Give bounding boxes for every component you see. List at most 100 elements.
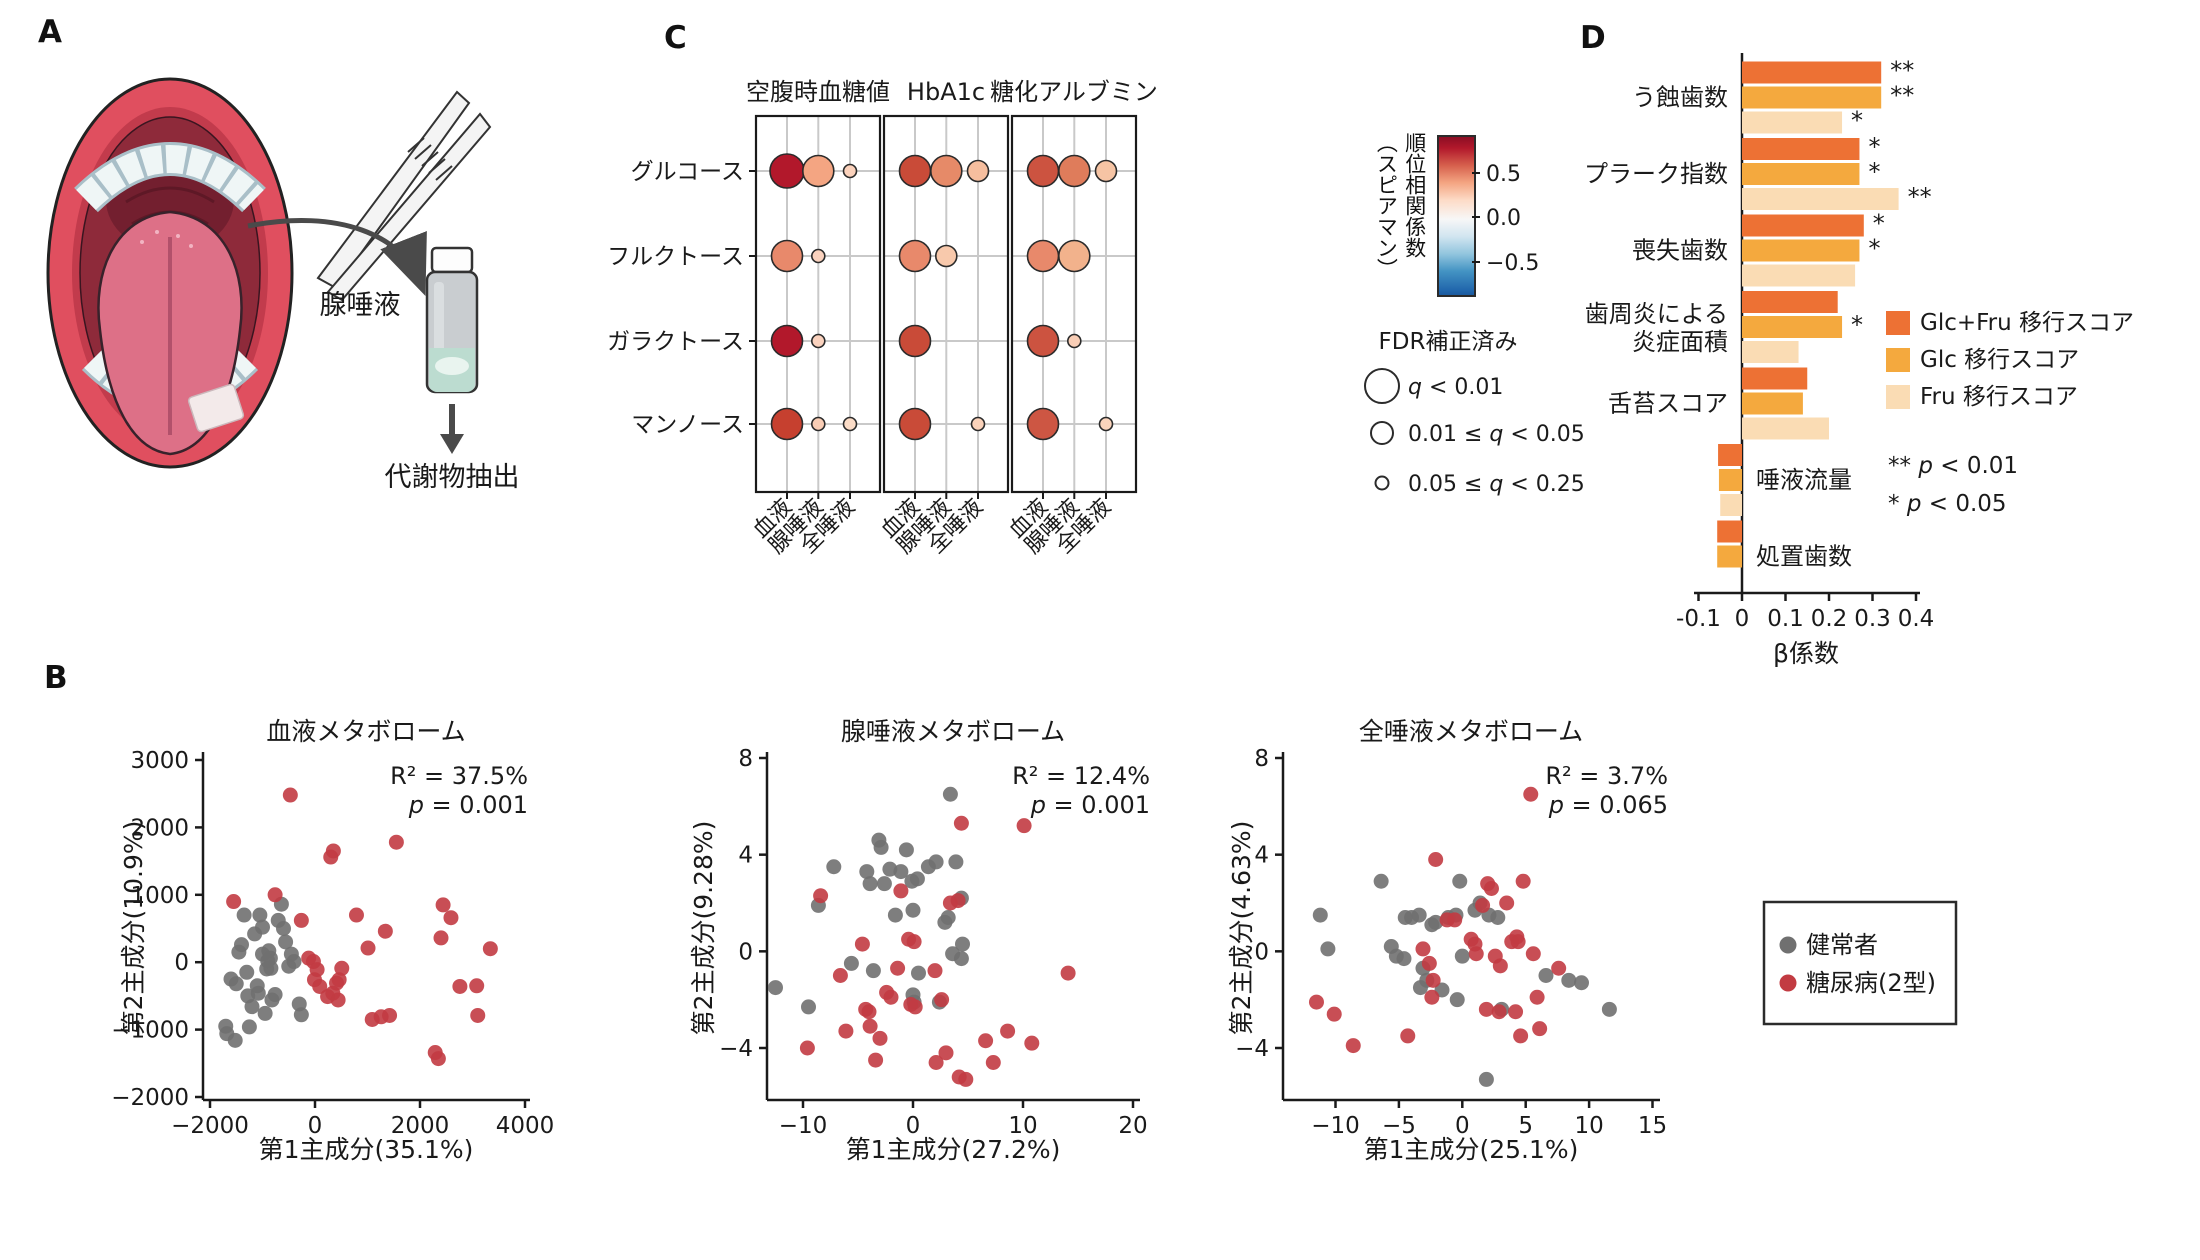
tweezers-icon xyxy=(316,90,492,302)
scatter-point xyxy=(854,936,870,952)
scatter-y-tick-label: 0 xyxy=(1254,939,1269,965)
panel-a-label: A xyxy=(38,14,62,50)
scatter-point xyxy=(1515,873,1531,889)
extraction-arrow-icon xyxy=(440,404,464,454)
dotplot-row-label: グルコース xyxy=(631,159,744,185)
scatter-point xyxy=(1475,897,1491,913)
scatter-point xyxy=(1478,1071,1494,1087)
scatter-point xyxy=(905,902,921,918)
scatter-point xyxy=(1016,818,1032,834)
scatter-point xyxy=(1000,1023,1016,1039)
correlation-dot xyxy=(929,154,963,188)
cotton-swab xyxy=(187,383,245,433)
bar-x-tick-label: -0.1 xyxy=(1676,606,1721,632)
scatter-point xyxy=(226,894,242,910)
collection-arrow xyxy=(247,217,427,296)
correlation-dot xyxy=(1067,333,1082,349)
scatter-y-axis-title: 第2主成分(10.9%) xyxy=(119,821,148,1036)
fdr-legend-label: 0.05 ≤ q < 0.25 xyxy=(1408,472,1585,497)
scatter-x-tick-label: −2000 xyxy=(171,1113,249,1139)
dotplot-column-title: 空腹時血糖値 xyxy=(746,78,890,106)
scatter-point xyxy=(244,999,260,1015)
scatter-point xyxy=(1508,1004,1524,1020)
scatter-point xyxy=(234,937,249,953)
scatter-point xyxy=(443,910,459,926)
scatter-point xyxy=(948,854,964,870)
bar xyxy=(1742,367,1808,390)
scatter-point xyxy=(1320,941,1336,957)
scatter-point xyxy=(293,1007,309,1023)
scatter-point xyxy=(388,834,404,850)
upper-teeth xyxy=(74,142,266,213)
fdr-legend-label: 0.01 ≤ q < 0.05 xyxy=(1408,422,1585,447)
bar xyxy=(1718,469,1742,491)
scatter-point xyxy=(1454,948,1470,964)
bar-x-tick-label: 0 xyxy=(1735,606,1750,632)
scatter-point xyxy=(1308,994,1324,1010)
scatter-point xyxy=(1060,965,1076,981)
scatter-point xyxy=(1525,946,1541,962)
significance-stars: * xyxy=(1873,210,1885,238)
bar xyxy=(1742,341,1799,363)
scatter-point xyxy=(1513,1028,1529,1044)
scatter-point xyxy=(978,1033,994,1049)
scatter-point xyxy=(934,992,950,1008)
scatter-point xyxy=(958,1071,974,1087)
bar xyxy=(1742,264,1856,287)
colorbar-tick-label: −0.5 xyxy=(1486,251,1539,276)
scatter-point xyxy=(250,985,266,1001)
correlation-dot xyxy=(1026,324,1060,358)
r-squared-annotation: R² = 37.5% xyxy=(390,762,528,790)
bar-category-label: 舌苔スコア xyxy=(1608,390,1728,418)
bar-x-tick-label: 0.2 xyxy=(1811,606,1848,632)
significance-stars: * xyxy=(1868,133,1880,161)
scatter-point xyxy=(312,978,328,994)
scatter-point xyxy=(257,1005,273,1021)
scatter-point xyxy=(452,978,468,994)
significance-legend: * p < 0.05 xyxy=(1888,491,2007,517)
significance-stars: ** xyxy=(1890,82,1914,110)
bar-legend-label: Glc 移行スコア xyxy=(1920,347,2079,373)
scatter-point xyxy=(873,839,889,855)
scatter-point xyxy=(942,786,958,802)
scatter-point xyxy=(293,912,309,928)
scatter-point xyxy=(1428,914,1444,930)
bar xyxy=(1742,239,1860,262)
correlation-dot xyxy=(1098,416,1114,432)
correlation-dot xyxy=(898,154,932,188)
p-value-annotation: p = 0.001 xyxy=(408,791,528,819)
r-squared-annotation: R² = 12.4% xyxy=(1012,762,1150,790)
correlation-dot xyxy=(769,153,805,189)
scatter-y-tick-label: −4 xyxy=(719,1036,753,1062)
correlation-dot xyxy=(810,416,826,432)
correlation-dot xyxy=(1094,159,1118,183)
scatter-y-tick-label: 8 xyxy=(738,746,753,772)
correlation-dot xyxy=(1058,154,1091,188)
scatter-x-tick-label: 20 xyxy=(1118,1113,1147,1139)
scatter-point xyxy=(1490,910,1506,925)
r-squared-annotation: R² = 3.7% xyxy=(1545,762,1668,790)
bar-legend-swatch xyxy=(1886,385,1910,409)
scatter-point xyxy=(1601,1001,1617,1017)
bar-x-tick-label: 0.3 xyxy=(1854,606,1891,632)
scatter-point xyxy=(768,980,783,996)
scatter-x-tick-label: 15 xyxy=(1638,1113,1667,1139)
scatter-point xyxy=(953,815,969,831)
p-value-annotation: p = 0.001 xyxy=(1030,791,1150,819)
scatter-point xyxy=(887,907,903,923)
scatter-point xyxy=(1421,955,1437,971)
significance-legend: ** p < 0.01 xyxy=(1888,453,2018,479)
scatter-point xyxy=(909,871,925,887)
significance-stars: * xyxy=(1868,158,1880,186)
scatter-point xyxy=(470,1007,486,1023)
scatter-point xyxy=(1538,968,1554,983)
scatter-point xyxy=(331,972,347,988)
scatter-point xyxy=(927,963,943,979)
scatter-point xyxy=(325,843,341,859)
correlation-dot xyxy=(966,159,990,183)
scatter-point xyxy=(1396,951,1412,967)
scatter-point xyxy=(330,992,346,1008)
correlation-dot xyxy=(842,416,858,432)
bar-legend-label: Fru 移行スコア xyxy=(1920,384,2078,410)
correlation-dot xyxy=(842,163,858,179)
